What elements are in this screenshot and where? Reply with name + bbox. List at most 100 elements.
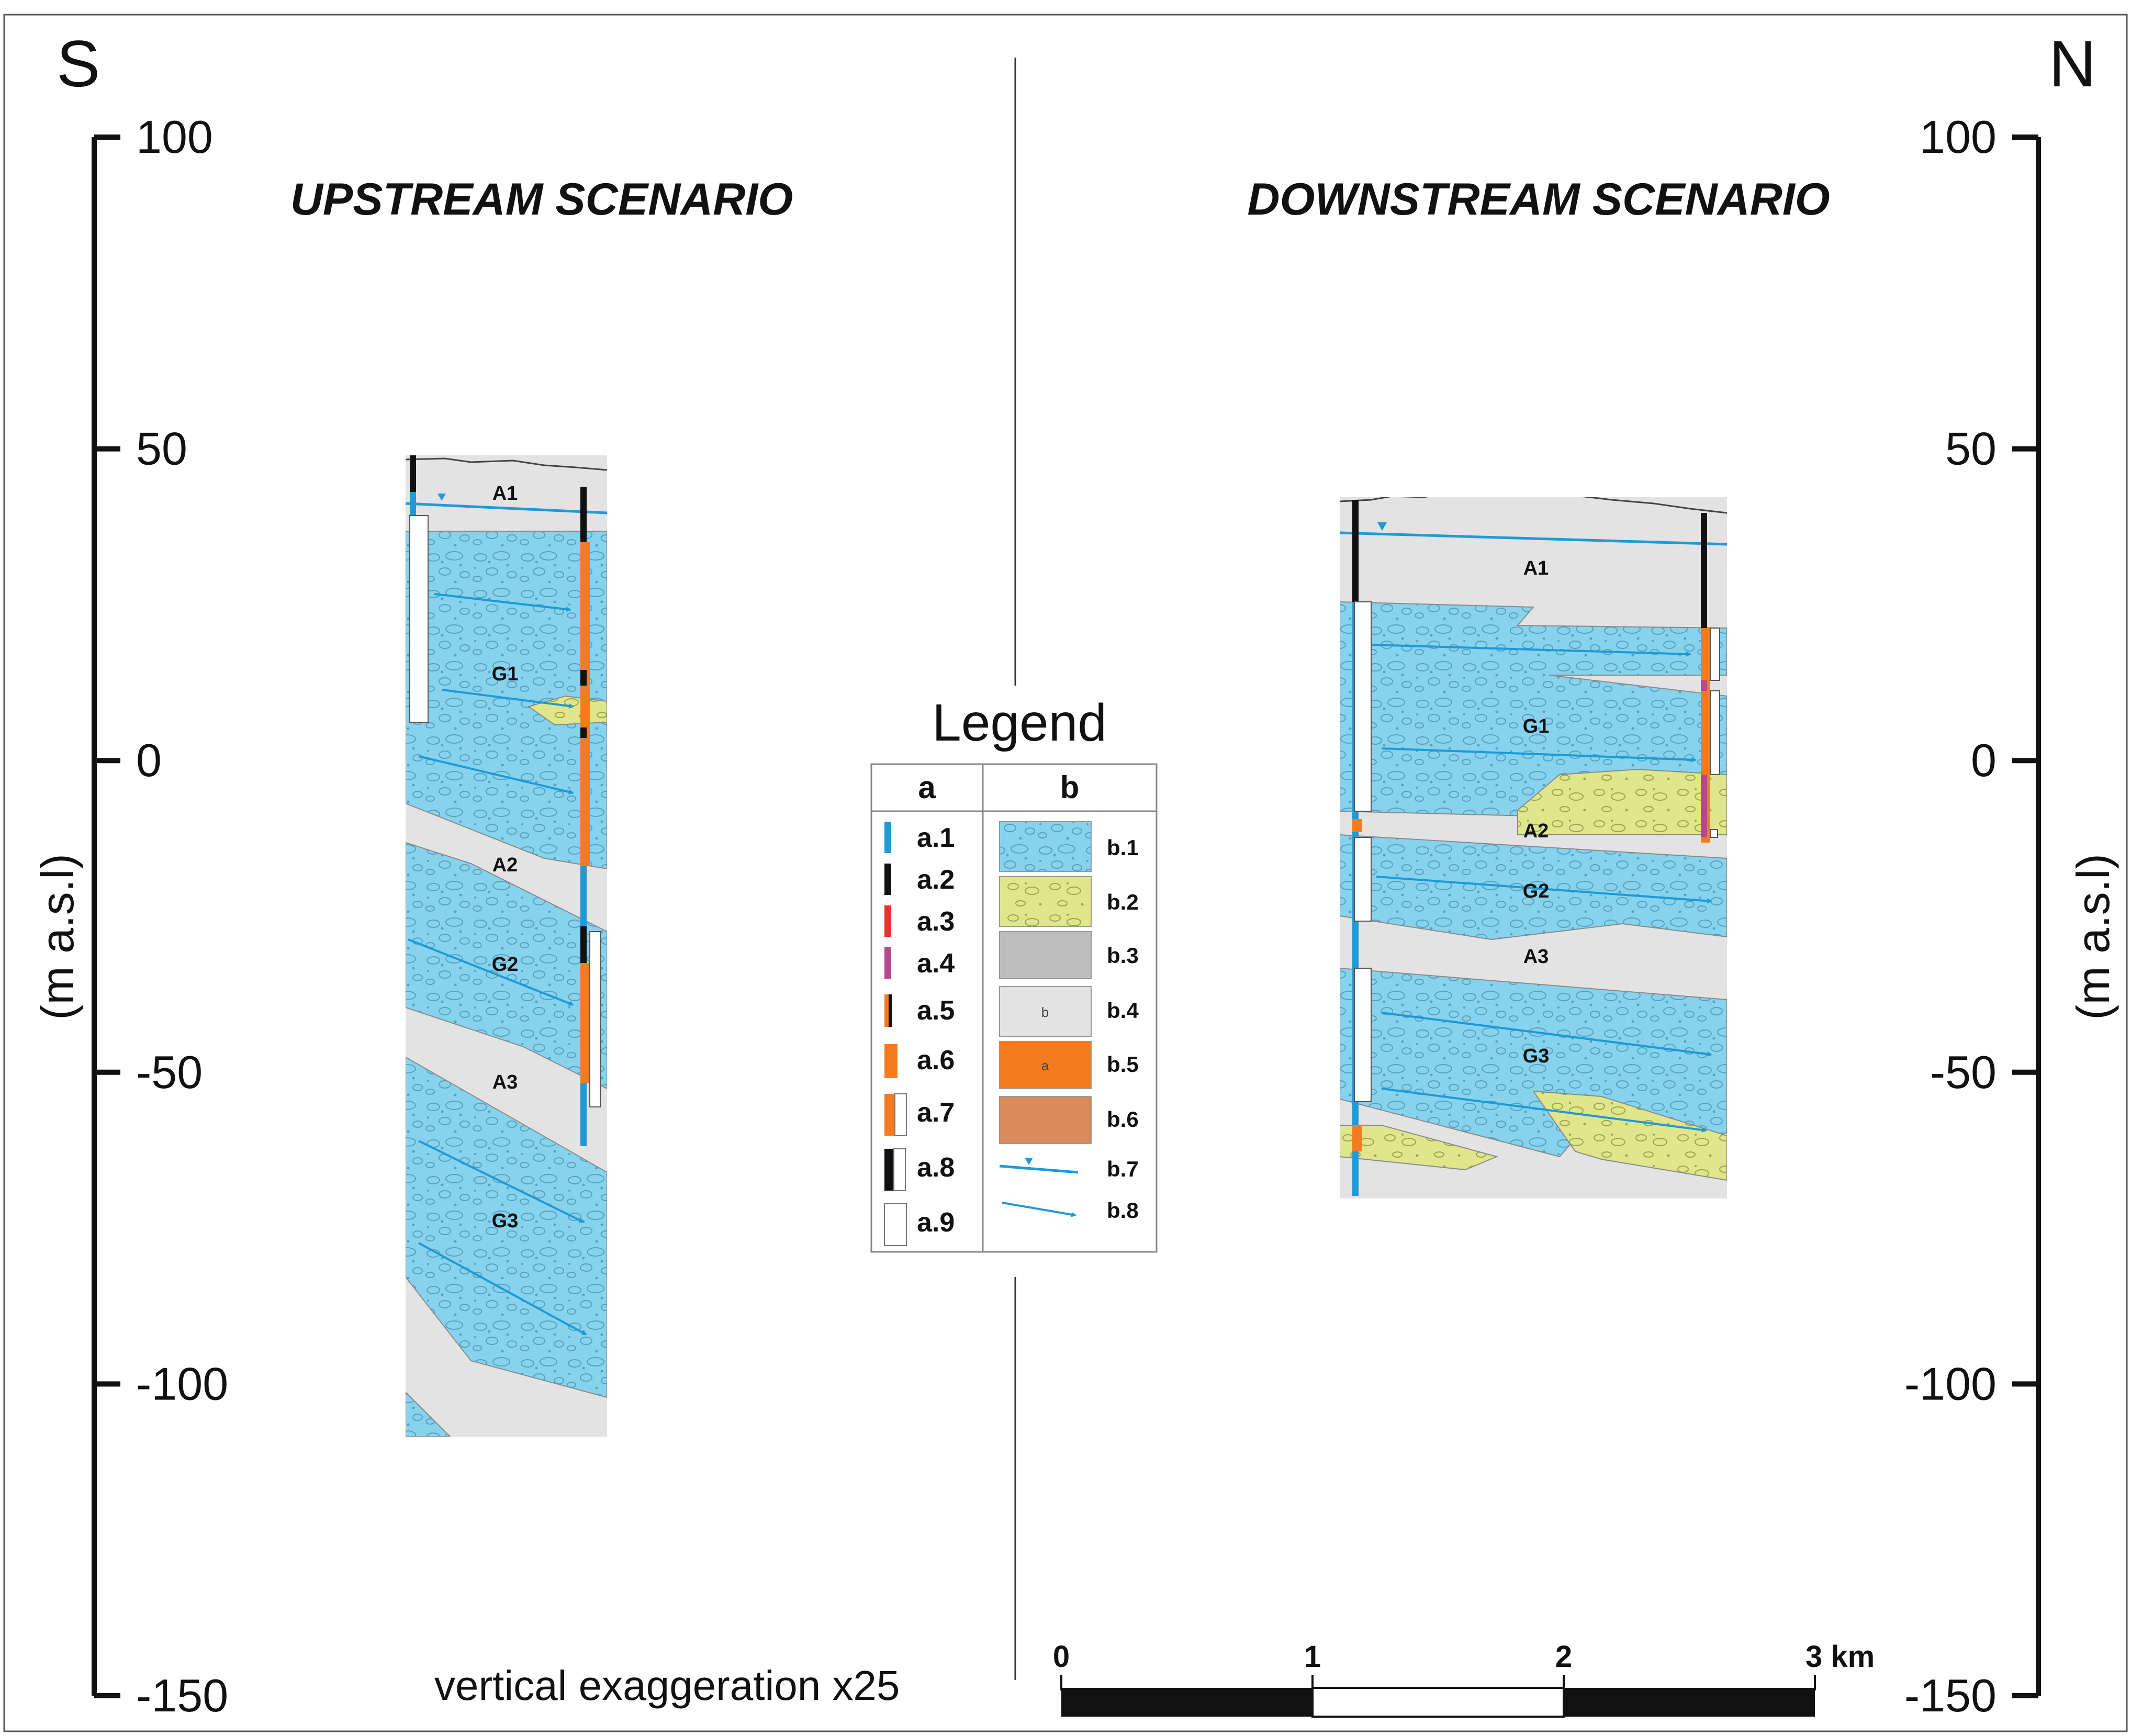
left-axis-tick-label: 100 — [136, 111, 213, 163]
legend-b6-swatch — [999, 1096, 1092, 1144]
downstream-title: DOWNSTREAM SCENARIO — [1247, 174, 1830, 225]
legend-a9-swatch — [884, 1203, 907, 1246]
downstream-water-table-mark — [1377, 522, 1387, 531]
vertical-exaggeration-note: vertical exaggeration x25 — [434, 1662, 900, 1709]
right-axis-tick-label: 50 — [1945, 423, 1997, 475]
upstream-flow-arrows — [408, 593, 587, 1336]
svg-text:a: a — [1041, 1058, 1049, 1073]
downstream-label-a1: A1 — [1523, 557, 1549, 579]
north-label: N — [2049, 28, 2096, 100]
upstream-label-g3: G3 — [492, 1210, 519, 1232]
legend-b-swatches: b a — [999, 821, 1092, 1217]
downstream-water-table — [1340, 531, 1727, 546]
right-axis-tick-label: -50 — [1930, 1046, 1997, 1098]
legend-b1-swatch — [999, 821, 1092, 872]
legend-a-labels: a.1 a.2 a.3 a.4 a.5 a.6 a.7 a.8 a.9 — [917, 823, 955, 1238]
scale-label-1: 1 — [1304, 1640, 1321, 1674]
downstream-label-a2: A2 — [1523, 820, 1549, 842]
legend-a2-label: a.2 — [917, 865, 955, 895]
legend-a6-swatch — [884, 1044, 898, 1078]
left-elevation-axis: 100 50 0 -50 -100 -150 — [92, 111, 228, 1721]
right-axis-tick-label: -100 — [1904, 1358, 1997, 1409]
legend-b3-label: b.3 — [1107, 943, 1139, 968]
right-axis-tick-label: 100 — [1920, 111, 1997, 163]
right-axis-tick-label: 0 — [1971, 734, 1997, 786]
legend-b8-label: b.8 — [1107, 1198, 1139, 1223]
legend-col-a-header: a — [918, 770, 936, 805]
scale-bar: 0 1 2 3 km — [1053, 1640, 1875, 1718]
legend-a-swatches — [884, 822, 907, 1246]
legend-b7-swatch — [999, 1158, 1079, 1174]
downstream-gravel-g2 — [1340, 834, 1727, 940]
legend-a4-swatch — [884, 947, 891, 979]
legend-a1-label: a.1 — [917, 823, 955, 853]
legend-a1-swatch — [884, 822, 891, 853]
downstream-section: A1 G1 A2 G2 A3 G3 — [1340, 497, 1727, 1199]
downstream-label-g2: G2 — [1523, 880, 1550, 902]
downstream-sand-lower — [1340, 1125, 1499, 1171]
legend-a3-swatch — [884, 905, 891, 937]
legend-a2-swatch — [884, 864, 891, 895]
downstream-borehole-right — [1701, 513, 1720, 843]
left-axis-tick-label: 0 — [136, 734, 162, 786]
downstream-flow-arrows — [1371, 644, 1712, 1133]
legend-b7-label: b.7 — [1107, 1157, 1139, 1181]
right-axis-tick-label: -150 — [1904, 1670, 1997, 1721]
downstream-layer-labels: A1 G1 A2 G2 A3 G3 — [1523, 557, 1550, 1067]
right-elevation-axis: 100 50 0 -50 -100 -150 — [1904, 111, 2041, 1721]
upstream-gravel-g1 — [406, 531, 607, 870]
upstream-section: A1 G1 A2 G2 A3 G3 — [406, 455, 607, 1437]
legend-b4-label: b.4 — [1107, 998, 1139, 1023]
downstream-label-a3: A3 — [1523, 946, 1549, 968]
scale-label-2: 2 — [1555, 1640, 1572, 1674]
svg-text:b: b — [1041, 1004, 1049, 1020]
figure-frame — [3, 14, 2128, 1732]
upstream-label-a1: A1 — [492, 483, 518, 505]
legend-b8-swatch — [1002, 1202, 1076, 1217]
upstream-gravel-g2 — [406, 842, 607, 1090]
legend-b4-swatch: b — [999, 986, 1092, 1037]
legend-a5-label: a.5 — [917, 995, 955, 1026]
upstream-label-a3: A3 — [492, 1071, 518, 1093]
legend-b2-swatch — [999, 876, 1092, 927]
upstream-ground-surface — [406, 457, 607, 471]
upstream-water-table-mark — [438, 494, 446, 501]
legend-b5-swatch: a — [999, 1041, 1092, 1089]
legend-a7-swatch — [884, 1093, 907, 1136]
upstream-gravel-g3 — [406, 1056, 607, 1398]
left-axis-tick-label: -150 — [136, 1670, 228, 1721]
downstream-borehole-left — [1352, 500, 1372, 1196]
left-axis-tick-label: 50 — [136, 423, 187, 475]
legend-a5-swatch — [884, 994, 892, 1027]
upstream-title: UPSTREAM SCENARIO — [290, 174, 793, 225]
left-axis-tick-label: -50 — [136, 1046, 203, 1098]
downstream-ground-surface — [1340, 497, 1727, 514]
legend-a3-label: a.3 — [917, 906, 955, 937]
upstream-label-g2: G2 — [492, 954, 519, 976]
left-axis-unit-label: (m a.s.l) — [31, 854, 83, 1020]
legend-b-labels: b.1 b.2 b.3 b.4 b.5 b.6 b.7 b.8 — [1107, 835, 1139, 1223]
left-axis-tick-label: -100 — [136, 1358, 228, 1409]
legend-b1-label: b.1 — [1107, 835, 1139, 860]
legend-a9-label: a.9 — [917, 1207, 955, 1238]
upstream-layer-labels: A1 G1 A2 G2 A3 G3 — [492, 483, 519, 1232]
legend-b3-swatch — [999, 931, 1092, 979]
legend-b6-label: b.6 — [1107, 1107, 1139, 1132]
upstream-label-a2: A2 — [492, 854, 518, 876]
legend-a8-swatch — [884, 1148, 906, 1191]
legend-a8-label: a.8 — [917, 1152, 955, 1183]
downstream-label-g1: G1 — [1523, 715, 1550, 737]
downstream-label-g3: G3 — [1523, 1045, 1550, 1067]
legend-a7-label: a.7 — [917, 1097, 955, 1128]
legend-b5-label: b.5 — [1107, 1052, 1139, 1077]
upstream-water-table — [406, 502, 607, 514]
upstream-label-g1: G1 — [492, 663, 519, 685]
south-label: S — [57, 28, 100, 100]
upstream-borehole-right — [580, 487, 601, 1146]
scale-label-0: 0 — [1053, 1640, 1070, 1674]
legend-title: Legend — [932, 693, 1107, 752]
scale-label-3: 3 km — [1805, 1640, 1875, 1674]
legend-box: a b a.1 a.2 a.3 — [870, 763, 1158, 1253]
downstream-sand-g1 — [1517, 768, 1727, 835]
